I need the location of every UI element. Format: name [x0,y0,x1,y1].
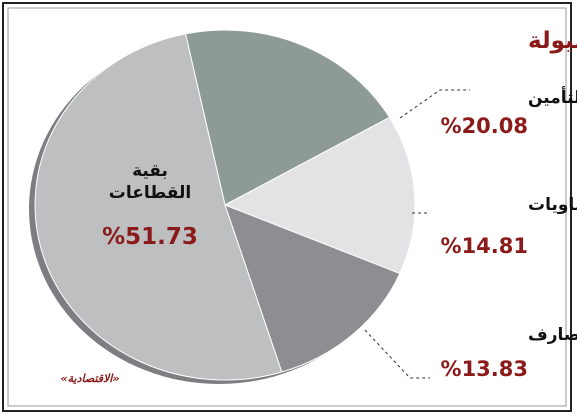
slice-label: بقية القطاعات [108,161,192,203]
category-label: المصارف [528,325,577,345]
pie-slice [34,33,283,381]
pie-slice [223,116,416,275]
pie [29,29,416,384]
value-label: %20.08 [441,114,528,138]
value-label: %51.73 [102,224,198,250]
inner-frame [7,7,567,407]
category-label: التأمين [528,86,577,108]
pie-slice [184,29,391,206]
category-label: البتروكيماويات [528,195,577,215]
source: «الاقتصادية» [61,372,120,385]
leader-line [364,329,430,379]
value-label: %14.81 [441,234,528,258]
pie-slice [224,204,401,373]
leader-line [399,89,470,119]
value-label: %13.83 [441,357,528,381]
chart-title: توزيع السيولة [528,28,577,54]
